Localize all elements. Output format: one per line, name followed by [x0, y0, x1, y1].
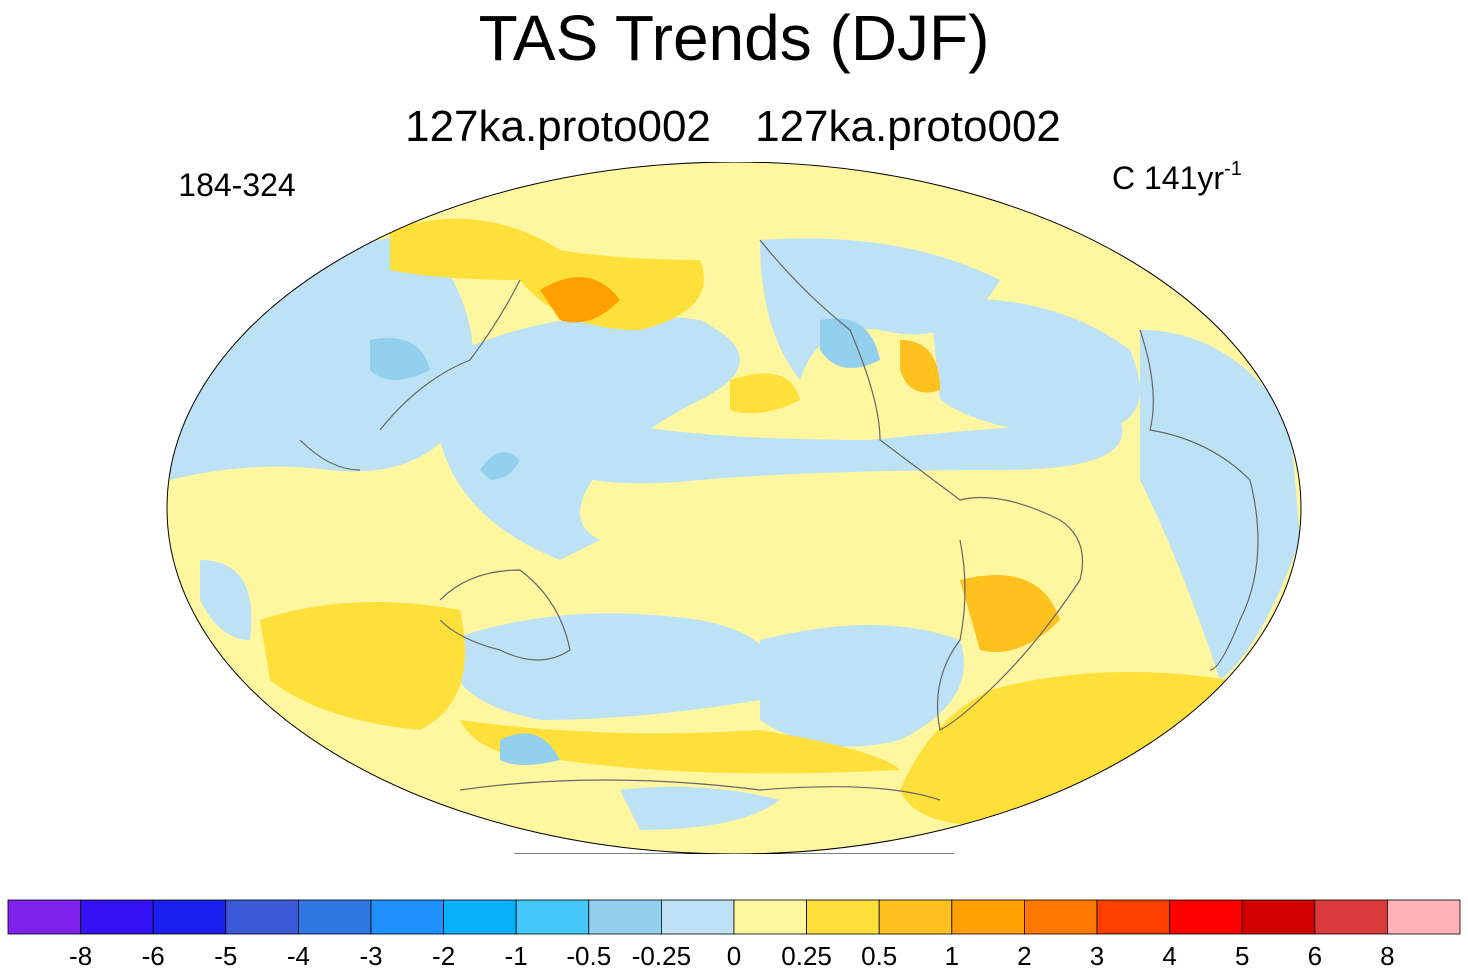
map-outline: [166, 162, 1302, 854]
colorbar-box: [806, 899, 880, 935]
colorbar-box: [1314, 899, 1388, 935]
colorbar-label: 0.5: [861, 941, 897, 971]
colorbar-box: [1024, 899, 1098, 935]
colorbar-label: 4: [1162, 941, 1176, 971]
map: [166, 162, 1302, 854]
colorbar-label: 6: [1308, 941, 1322, 971]
region: [500, 733, 560, 765]
region: [560, 420, 1123, 484]
colorbar-label: 1: [945, 941, 959, 971]
colorbar-label: 0: [727, 941, 741, 971]
map-field: [167, 162, 1301, 854]
colorbar-box: [1241, 899, 1316, 935]
region: [200, 560, 252, 640]
region: [390, 218, 704, 330]
region: [930, 298, 1140, 432]
colorbar-label: -5: [214, 941, 237, 971]
colorbar-box: [1387, 899, 1461, 935]
colorbar-label: -4: [287, 941, 310, 971]
region: [1140, 330, 1300, 680]
colorbar-label: 3: [1090, 941, 1104, 971]
units-superscript: -1: [1224, 158, 1242, 180]
units-text: C 141yr: [1112, 160, 1224, 196]
colorbar-box: [297, 899, 372, 935]
colorbar-label: -8: [69, 941, 92, 971]
colorbar: -8 -6 -5 -4 -3 -2 -1 -0.5 -0.25 0 0.25 0.5 1 2 3 4 5 6 8: [7, 899, 1461, 971]
colorbar-box: [443, 899, 517, 935]
colorbar-box: [7, 899, 81, 935]
region: [460, 720, 900, 774]
colorbar-box: [733, 899, 807, 935]
left-label: 184-324: [178, 167, 295, 203]
region: [449, 613, 772, 720]
subtitle: 127ka.proto002: [405, 102, 711, 151]
colorbar-box: [80, 899, 154, 935]
colorbar-box: [515, 899, 590, 935]
colorbar-box: [225, 899, 299, 935]
region: [370, 338, 430, 380]
colorbar-label: 0.25: [781, 941, 832, 971]
units-label: C 141yr-1: [1112, 158, 1242, 196]
region: [900, 340, 940, 393]
colorbar-box: [370, 899, 444, 935]
colorbar-box: [661, 899, 735, 935]
colorbar-label: 8: [1380, 941, 1394, 971]
colorbar-label: 5: [1235, 941, 1249, 971]
colorbar-label: -3: [359, 941, 382, 971]
colorbar-label: -1: [505, 941, 528, 971]
title: TAS Trends (DJF): [479, 2, 990, 74]
subtitle: 127ka.proto002: [755, 102, 1061, 151]
region: [620, 786, 780, 830]
colorbar-label: -6: [142, 941, 165, 971]
region: [480, 452, 520, 480]
colorbar-label: -2: [432, 941, 455, 971]
colorbar-box: [588, 899, 662, 935]
colorbar-box: [1169, 899, 1243, 935]
region: [260, 602, 465, 730]
colorbar-box: [951, 899, 1025, 935]
region: [540, 277, 620, 323]
colorbar-label: -0.5: [566, 941, 611, 971]
colorbar-box: [1096, 899, 1170, 935]
colorbar-label: -0.25: [632, 941, 691, 971]
region: [760, 625, 964, 747]
region: [960, 575, 1060, 652]
colorbar-box: [152, 899, 227, 935]
region: [820, 318, 880, 368]
colorbar-box: [878, 899, 953, 935]
colorbar-label: 2: [1017, 941, 1031, 971]
coastlines: [299, 239, 1259, 801]
region: [730, 373, 800, 414]
